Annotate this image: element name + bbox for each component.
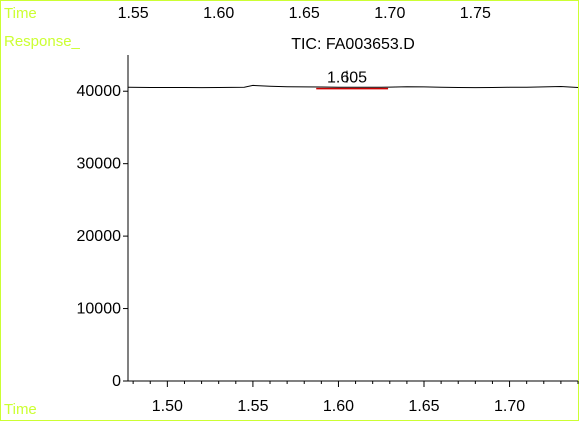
y-tick-label: 10000	[77, 301, 122, 318]
x-tick-label: 1.65	[408, 398, 439, 415]
y-tick-label: 30000	[77, 156, 122, 173]
top-x-tick-label: 1.55	[118, 5, 149, 22]
y-tick-label: 40000	[77, 83, 122, 100]
y-axis-label: Response_	[4, 33, 81, 50]
top-x-tick-label: 1.65	[289, 5, 320, 22]
top-tick-labels: 1.55 1.60 1.65 1.70 1.75	[118, 5, 491, 22]
x-tick-label: 1.70	[494, 398, 525, 415]
top-axis-label: Time	[4, 5, 37, 22]
x-axis-label: Time	[4, 401, 37, 418]
y-tick-label: 20000	[77, 228, 122, 245]
top-x-tick-label: 1.75	[460, 5, 491, 22]
x-tick-label: 1.60	[323, 398, 354, 415]
tic-series-line	[127, 84, 579, 89]
y-tick-label: 0	[112, 373, 121, 390]
top-x-tick-label: 1.60	[203, 5, 234, 22]
peak-label: 1.605	[327, 70, 367, 87]
chart-title: TIC: FA003653.D	[291, 36, 415, 53]
x-tick-label: 1.55	[237, 398, 268, 415]
top-x-tick-label: 1.70	[374, 5, 405, 22]
chart-marks: 1.605	[127, 70, 579, 90]
axes: 0 10000 20000 30000 40000 1.50 1.55 1.60 1.65 1.7…	[77, 55, 579, 415]
x-tick-label: 1.50	[152, 398, 183, 415]
